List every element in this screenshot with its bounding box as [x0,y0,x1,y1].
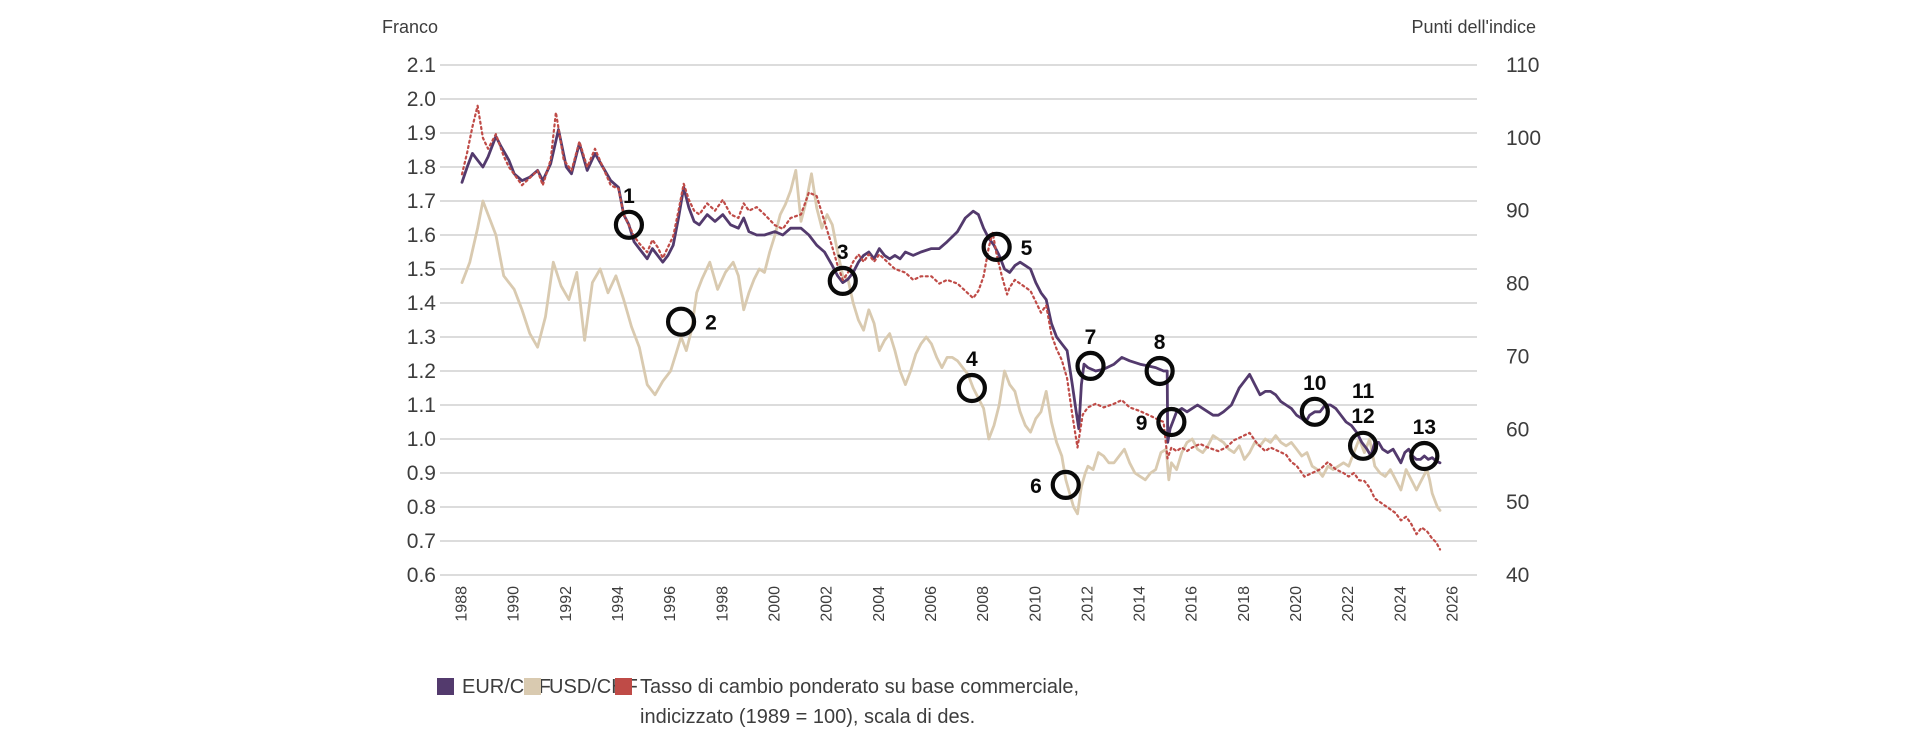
event-marker-circle-8 [1144,355,1175,387]
left-axis-tick-label: 2.1 [407,54,436,77]
x-axis-tick-label: 1988 [454,586,471,622]
event-marker-circle-4 [956,372,987,404]
x-axis-tick-label: 2012 [1079,586,1096,622]
event-marker-number-9: 9 [1136,412,1148,435]
event-marker-circle-5 [981,231,1012,262]
left-axis-tick-label: 0.7 [407,530,436,553]
right-axis-tick-label: 60 [1506,418,1529,441]
x-axis-tick-label: 1990 [506,586,523,622]
usd-chf-swatch [524,678,541,695]
trade-weighted-index-swatch [615,678,632,695]
left-axis-tick-label: 1.8 [407,156,436,179]
event-marker-circle-10 [1299,396,1330,427]
event-marker-circle-2 [665,306,697,337]
right-axis-tick-label: 90 [1506,200,1529,223]
right-axis-tick-label: 100 [1506,127,1541,150]
event-marker-circle-13 [1409,440,1440,472]
event-marker-number-12: 12 [1351,405,1374,428]
event-marker-number-7: 7 [1085,326,1097,349]
right-axis-tick-label: 50 [1506,491,1529,514]
legend-label-line1: Tasso di cambio ponderato su base commer… [640,676,1080,698]
event-marker-circle-9 [1156,406,1187,438]
left-axis-tick-label: 1.5 [407,258,436,281]
x-axis-tick-label: 1994 [610,586,627,622]
event-marker-number-10: 10 [1303,372,1326,395]
right-axis-tick-label: 70 [1506,345,1529,368]
x-axis-tick-label: 2008 [975,586,992,622]
left-axis-tick-label: 1.0 [407,428,436,451]
left-axis-tick-label: 0.6 [407,564,436,587]
x-axis-tick-label: 2026 [1445,586,1462,622]
x-axis-tick-label: 1998 [714,586,731,622]
event-marker-circle-1 [613,209,645,240]
event-marker-circle-11-12 [1347,430,1379,461]
left-axis-title: Franco [381,17,438,37]
x-axis-tick-label: 1996 [662,586,679,622]
legend-label-trade-weighted-index: Tasso di cambio ponderato su base commer… [640,672,1079,732]
series-trade-weighted-index [460,104,1442,551]
event-marker-number-1: 1 [623,185,635,208]
event-marker-circle-7 [1075,350,1106,381]
x-axis-tick-label: 2020 [1288,586,1305,622]
right-axis-tick-label: 80 [1506,273,1529,296]
series-usd-chf [460,168,1442,516]
eur-chf-swatch [437,678,454,695]
event-marker-circle-6 [1050,469,1081,500]
x-axis-tick-label: 2002 [819,586,836,622]
left-axis-tick-label: 1.6 [407,224,436,247]
event-marker-circle-3 [827,265,858,296]
left-axis-tick-label: 1.1 [407,394,436,417]
legend-item-trade-weighted-index: Tasso di cambio ponderato su base commer… [615,672,1079,732]
x-axis-tick-label: 2010 [1027,586,1044,622]
event-marker-number-11: 11 [1352,380,1375,403]
right-axis-tick-label: 110 [1506,54,1539,77]
x-axis-tick-label: 2016 [1184,586,1201,622]
left-axis-tick-label: 2.0 [407,88,436,111]
event-marker-number-6: 6 [1030,475,1042,498]
right-axis-tick-label: 40 [1506,564,1529,587]
x-axis-tick-label: 2022 [1340,586,1357,622]
left-axis-tick-label: 1.2 [407,360,436,383]
left-axis-tick-label: 1.7 [407,190,436,213]
left-axis-tick-label: 1.9 [407,122,436,145]
event-marker-number-4: 4 [966,348,978,371]
x-axis-tick-label: 2006 [923,586,940,622]
x-axis-tick-label: 2000 [766,586,783,622]
left-axis-tick-label: 0.8 [407,496,436,519]
event-marker-number-13: 13 [1413,416,1436,439]
left-axis-tick-label: 0.9 [407,462,436,485]
right-axis-title: Punti dell'indice [1411,17,1536,37]
x-axis-tick-label: 2004 [871,586,888,622]
event-marker-number-8: 8 [1154,331,1166,354]
series-eur-chf [460,128,1442,465]
x-axis-tick-label: 2024 [1392,586,1409,622]
event-marker-number-5: 5 [1021,237,1033,260]
left-axis-tick-label: 1.3 [407,326,436,349]
x-axis-tick-label: 2014 [1132,586,1149,622]
x-axis-tick-label: 1992 [558,586,575,622]
legend-label-line2: indicizzato (1989 = 100), scala di des. [640,706,976,728]
event-marker-number-3: 3 [837,241,849,264]
event-marker-number-2: 2 [705,312,717,335]
x-axis-tick-label: 2018 [1236,586,1253,622]
left-axis-tick-label: 1.4 [407,292,437,315]
